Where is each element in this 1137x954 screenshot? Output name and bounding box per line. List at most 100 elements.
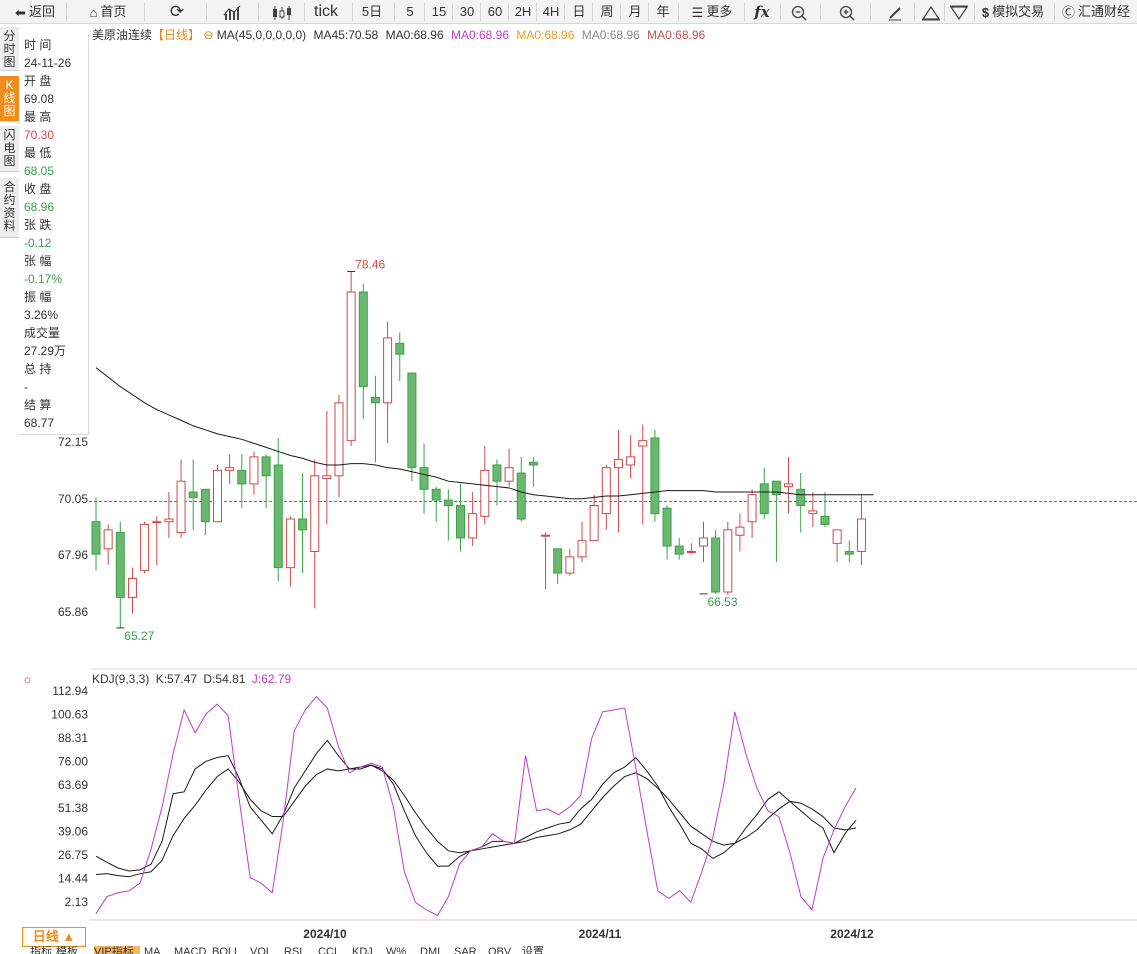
indicator-tab[interactable]: CCI: [318, 946, 337, 954]
candle-body: [686, 550, 696, 553]
divider: [564, 3, 565, 21]
divider: [974, 3, 975, 21]
bottom-bar: 日线 ▲ 指标 模板 VIP指标 MA MACD BOLL VOL RSI CCI KDJ W% DM…: [0, 924, 1137, 954]
indicator-tab[interactable]: KDJ: [352, 946, 373, 954]
candle-body: [407, 372, 417, 469]
tab-time-share[interactable]: 分时图: [0, 27, 19, 71]
candle-body: [261, 456, 271, 477]
indicator-tab[interactable]: 指标: [30, 946, 52, 954]
high-value: 70.30: [24, 128, 55, 142]
candle-body: [443, 499, 453, 507]
indicator-tab[interactable]: BOLL: [212, 946, 241, 954]
divider: [304, 3, 305, 21]
candle-body: [771, 480, 781, 496]
candle-body: [103, 529, 113, 550]
down-arrow-button[interactable]: [946, 0, 972, 24]
kdj-k-value: K:57.47: [155, 672, 198, 686]
candle-body: [383, 337, 393, 404]
home-button[interactable]: ⌂ 首页: [80, 0, 136, 24]
back-button[interactable]: ⬅ 返回: [8, 0, 62, 24]
indicator-settings-icon[interactable]: ☼: [22, 672, 33, 686]
candle-body: [176, 480, 186, 534]
ma45-value: MA45:70.58: [313, 28, 379, 42]
period-month-button[interactable]: 月: [628, 4, 642, 19]
period-selector[interactable]: 日线 ▲: [22, 927, 86, 947]
ma0-value: MA0:68.96: [581, 28, 640, 42]
extreme-label: 78.46: [355, 257, 385, 271]
formula-button[interactable]: fx: [748, 0, 776, 24]
candle-body: [699, 537, 708, 547]
ma0-value: MA0:68.96: [516, 28, 575, 42]
candle-body: [322, 475, 332, 479]
indicator-tab[interactable]: VIP指标: [94, 946, 140, 954]
candle-body: [358, 291, 368, 388]
candle-body: [334, 402, 344, 477]
candle-body: [674, 545, 684, 555]
indicator-tab[interactable]: MA: [144, 946, 161, 954]
more-button[interactable]: ☰ 更多: [684, 0, 740, 24]
period-tick-button[interactable]: tick: [314, 3, 338, 20]
settings-icon[interactable]: ⊖: [203, 28, 214, 42]
up-arrow-button[interactable]: [918, 0, 944, 24]
refresh-button[interactable]: ⟳: [160, 0, 194, 24]
candle-body: [796, 488, 806, 507]
tab-contract-info[interactable]: 合约资料: [0, 178, 19, 238]
kdj-y-tick-label: 100.63: [51, 707, 88, 721]
period-4h-button[interactable]: 4H: [542, 4, 560, 19]
candle-body: [638, 440, 648, 447]
brand-link[interactable]: Ⓒ 汇通财经: [1060, 0, 1132, 24]
ma0-value: MA0:68.96: [450, 28, 510, 42]
candle-body: [808, 510, 818, 515]
period-day-button[interactable]: 日: [572, 4, 586, 19]
indicator-tab[interactable]: VOL: [250, 946, 273, 954]
kdj-y-tick-label: 39.06: [58, 825, 88, 839]
divider: [206, 3, 207, 21]
indicator-tab[interactable]: DMI: [420, 946, 441, 954]
period-5m-button[interactable]: 5: [406, 4, 414, 19]
y-tick-label: 70.05: [58, 492, 88, 506]
indicator-tab[interactable]: W%: [386, 946, 407, 954]
open-label: 开 盘: [24, 74, 52, 88]
indicator-tab[interactable]: RSI: [284, 946, 303, 954]
candle-style-button[interactable]: [264, 0, 300, 24]
period-2h-button[interactable]: 2H: [514, 4, 532, 19]
candle-body: [759, 483, 769, 515]
tab-kline[interactable]: K线图: [0, 76, 19, 122]
indicator-tab[interactable]: 设置: [522, 946, 544, 954]
draw-pen-button[interactable]: [882, 0, 908, 24]
period-30m-button[interactable]: 30: [459, 4, 475, 19]
candle-body: [249, 456, 259, 485]
candle-body: [395, 342, 405, 355]
indicator-tab[interactable]: MACD: [174, 946, 207, 954]
low-label: 最 低: [24, 146, 52, 160]
period-15m-button[interactable]: 15: [431, 4, 447, 19]
sim-trade-button[interactable]: $ 模拟交易: [978, 0, 1048, 24]
zoom-out-button[interactable]: [786, 0, 812, 24]
divider: [870, 3, 871, 21]
candle-body: [504, 467, 514, 482]
indicator-tab[interactable]: SAR: [454, 946, 477, 954]
candle-body: [711, 537, 721, 593]
divider: [144, 3, 145, 21]
candle-body: [188, 491, 198, 498]
chart-type-button[interactable]: [216, 0, 250, 24]
candle-body: [431, 488, 441, 501]
candle-body: [213, 469, 222, 523]
period-year-button[interactable]: 年: [656, 4, 670, 19]
indicator-tab[interactable]: OBV: [488, 946, 512, 954]
tab-flash-chart[interactable]: 闪电图: [0, 126, 19, 172]
divider: [744, 3, 745, 21]
zoom-in-button[interactable]: [834, 0, 860, 24]
period-week-button[interactable]: 周: [600, 4, 614, 19]
zoom-in-icon: [839, 5, 855, 21]
candle-body: [273, 464, 283, 569]
settlement-value: 68.77: [24, 416, 55, 430]
kdj-d-line: [95, 764, 857, 878]
home-icon: ⌂: [89, 4, 98, 20]
kdj-d-value: D:54.81: [203, 672, 246, 686]
divider: [258, 3, 259, 21]
period-5d-button[interactable]: 5日: [361, 4, 383, 19]
period-60m-button[interactable]: 60: [487, 4, 503, 19]
indicator-tab[interactable]: 模板: [56, 946, 78, 954]
